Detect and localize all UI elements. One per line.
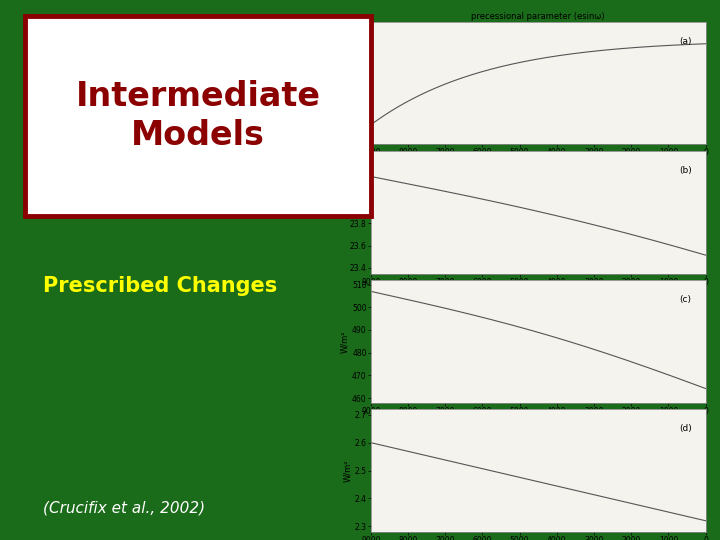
Text: (Crucifix et al., 2002): (Crucifix et al., 2002) xyxy=(43,500,205,515)
Text: (a): (a) xyxy=(679,37,691,46)
X-axis label: summer solstice insolation (35 N): summer solstice insolation (35 N) xyxy=(474,288,603,297)
Y-axis label: W/m²: W/m² xyxy=(343,460,352,482)
X-axis label: annual mean insolation (65 N): annual mean insolation (65 N) xyxy=(480,417,596,426)
Text: (b): (b) xyxy=(679,166,692,175)
Text: (c): (c) xyxy=(679,295,690,304)
Text: Intermediate
Models: Intermediate Models xyxy=(76,80,320,152)
Text: Prescribed Changes: Prescribed Changes xyxy=(43,276,277,296)
Y-axis label: W/m²: W/m² xyxy=(341,330,349,353)
Text: (d): (d) xyxy=(679,424,692,433)
X-axis label: obl quity (s): obl quity (s) xyxy=(515,159,562,168)
Title: precessional parameter (esinω): precessional parameter (esinω) xyxy=(472,12,605,21)
